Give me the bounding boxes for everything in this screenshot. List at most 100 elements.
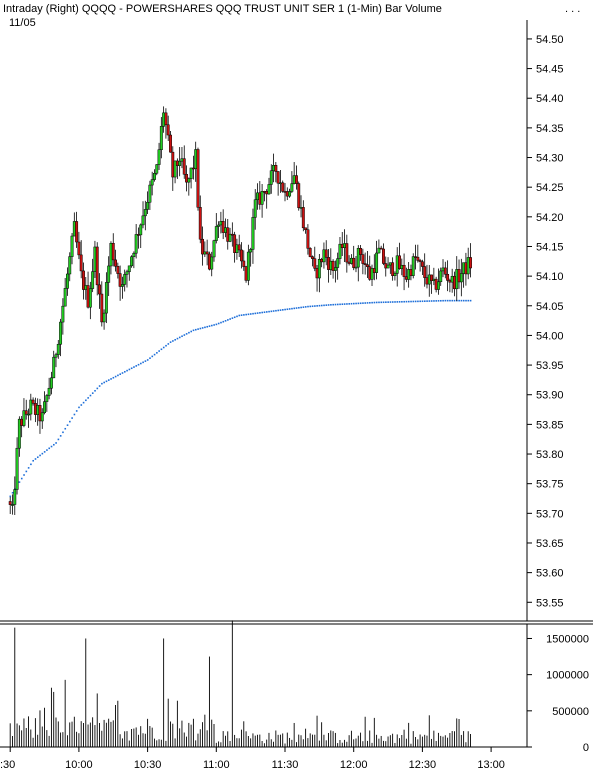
vwap-point — [407, 300, 410, 303]
candle-body — [77, 241, 81, 256]
vwap-point — [423, 300, 426, 302]
candle — [246, 244, 250, 286]
candle-body — [306, 229, 310, 249]
vwap-point — [268, 310, 270, 313]
candle-body — [17, 418, 21, 449]
candle — [150, 171, 154, 196]
candle — [382, 243, 385, 266]
price-tick-label: 54.25 — [536, 182, 564, 194]
vwap-point — [217, 322, 220, 325]
candle-body — [365, 264, 369, 267]
vwap-point — [121, 372, 124, 374]
vwap-point — [293, 307, 296, 310]
vwap-point — [89, 394, 92, 397]
chart-menu-dots[interactable]: . . . — [565, 3, 580, 15]
candle — [198, 195, 202, 244]
candle-body — [153, 172, 156, 180]
candle — [91, 258, 95, 293]
vwap-point — [444, 299, 447, 302]
vwap-point — [197, 328, 199, 330]
vwap-point — [176, 337, 179, 340]
vwap-point — [201, 327, 204, 329]
candle — [237, 234, 241, 258]
candle — [40, 408, 44, 429]
candle-body — [102, 312, 106, 323]
candle — [331, 259, 335, 279]
candle — [134, 224, 138, 259]
vwap-point — [215, 323, 218, 326]
vwap-point — [382, 301, 385, 304]
candle — [159, 117, 163, 159]
vwap-point — [64, 427, 67, 430]
candle — [466, 247, 470, 280]
candle-body — [27, 413, 30, 416]
candle — [306, 224, 310, 255]
price-axis-ticks: 54.50 54.45 54.40 54.35 54.30 54.25 54.20 54.15… — [527, 34, 564, 609]
vwap-point — [369, 301, 371, 304]
vwap-point — [357, 302, 360, 305]
candle — [66, 267, 69, 296]
vwap-point — [149, 357, 151, 359]
vwap-point — [192, 329, 195, 332]
vwap-dots — [9, 299, 472, 498]
candle — [251, 208, 255, 264]
vwap-point — [135, 365, 138, 367]
vwap-point — [114, 375, 117, 378]
candle-body — [292, 175, 296, 184]
vwap-point — [66, 424, 69, 426]
vwap-point — [265, 311, 268, 313]
vwap-point — [98, 385, 101, 387]
vwap-point — [343, 303, 346, 305]
candle-body — [159, 126, 163, 150]
candle — [27, 408, 30, 428]
candle-body — [66, 273, 69, 289]
candle — [377, 239, 381, 254]
vwap-point — [18, 481, 21, 483]
price-tick-label: 53.60 — [536, 568, 564, 580]
candle-body — [221, 221, 225, 233]
vwap-point — [440, 299, 442, 302]
vwap-point — [133, 366, 135, 368]
vwap-point — [240, 314, 243, 316]
candle-body — [88, 288, 92, 308]
vwap-point — [263, 311, 266, 314]
vwap-point — [50, 445, 53, 448]
vwap-point — [53, 443, 55, 446]
candle — [336, 252, 340, 280]
candle — [315, 265, 319, 292]
candle — [47, 377, 51, 400]
candle-body — [285, 191, 289, 197]
vwap-point — [25, 470, 28, 473]
candle — [153, 169, 156, 182]
candle — [182, 145, 186, 179]
candle — [187, 177, 191, 196]
candle — [141, 201, 145, 229]
vwap-point — [391, 301, 394, 303]
candle-body — [54, 354, 58, 358]
candle-body — [363, 263, 367, 265]
vwap-point — [46, 449, 48, 451]
candle-body — [100, 293, 104, 323]
vwap-point — [174, 338, 176, 341]
vwap-point — [91, 392, 94, 394]
candle-body — [290, 183, 294, 192]
vwap-point — [119, 373, 122, 375]
candle-body — [304, 227, 308, 230]
candle — [423, 253, 427, 287]
candle — [146, 191, 150, 214]
candle — [217, 221, 221, 239]
candle — [178, 147, 182, 177]
volume-tick-label: 0 — [583, 742, 589, 754]
vwap-point — [371, 301, 373, 304]
candle-body — [338, 243, 342, 259]
candle-body — [386, 264, 390, 269]
candle — [407, 262, 411, 288]
volume-bars — [9, 620, 471, 747]
candle-body — [423, 266, 427, 278]
candle — [430, 274, 434, 294]
candle-body — [61, 305, 65, 323]
candle — [36, 398, 40, 426]
candle — [38, 398, 42, 434]
candle-body — [237, 244, 241, 251]
price-tick-label: 53.70 — [536, 508, 564, 520]
